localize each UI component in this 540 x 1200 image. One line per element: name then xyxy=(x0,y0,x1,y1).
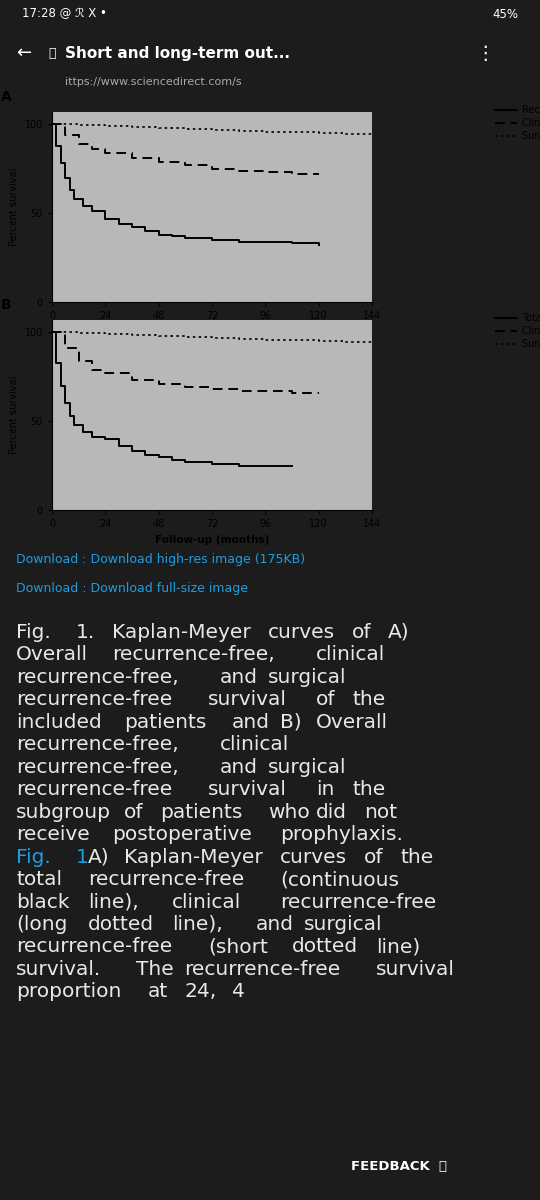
Text: of: of xyxy=(316,690,336,709)
Text: of: of xyxy=(352,623,372,642)
Text: recurrence-free: recurrence-free xyxy=(184,960,340,979)
Text: did: did xyxy=(316,803,347,822)
Text: and: and xyxy=(256,914,294,934)
Text: Fig.: Fig. xyxy=(16,847,51,866)
Text: line): line) xyxy=(376,937,421,956)
Text: 1: 1 xyxy=(76,847,89,866)
Text: in: in xyxy=(316,780,335,799)
Text: included: included xyxy=(16,713,102,732)
Text: and: and xyxy=(220,757,258,776)
Text: of: of xyxy=(364,847,384,866)
Text: Fig.: Fig. xyxy=(16,623,51,642)
Text: 24,: 24, xyxy=(184,983,217,1001)
Text: survival: survival xyxy=(208,780,287,799)
Text: The: The xyxy=(136,960,174,979)
Text: A): A) xyxy=(388,623,410,642)
Text: black: black xyxy=(16,893,70,912)
Text: 1.: 1. xyxy=(76,623,96,642)
Text: not: not xyxy=(364,803,397,822)
Text: and: and xyxy=(220,667,258,686)
Text: (long: (long xyxy=(16,914,68,934)
Y-axis label: Percent survival: Percent survival xyxy=(9,376,19,454)
Text: of: of xyxy=(124,803,144,822)
Text: recurrence-free,: recurrence-free, xyxy=(16,757,179,776)
Text: the: the xyxy=(352,690,386,709)
Text: ←: ← xyxy=(16,44,31,62)
Text: clinical: clinical xyxy=(220,736,289,754)
Text: receive: receive xyxy=(16,826,90,844)
Text: (short: (short xyxy=(208,937,268,956)
Text: line),: line), xyxy=(88,893,139,912)
Text: recurrence-free,: recurrence-free, xyxy=(112,646,275,665)
Text: surgical: surgical xyxy=(268,667,347,686)
Text: surgical: surgical xyxy=(304,914,383,934)
Legend: Recurrence, Clinical recurrence, Surgical recurrence: Recurrence, Clinical recurrence, Surgica… xyxy=(496,106,540,142)
Text: Download : Download high-res image (175KB): Download : Download high-res image (175K… xyxy=(16,552,305,565)
Text: Kaplan-Meyer: Kaplan-Meyer xyxy=(112,623,251,642)
Text: proportion: proportion xyxy=(16,983,122,1001)
Legend: Total recurrence, Clinical recurrence, Surgical recurrence: Total recurrence, Clinical recurrence, S… xyxy=(496,313,540,349)
Y-axis label: Percent survival: Percent survival xyxy=(9,168,19,246)
Text: Download : Download full-size image: Download : Download full-size image xyxy=(16,582,248,595)
Text: ⋮: ⋮ xyxy=(475,43,495,62)
Text: patients: patients xyxy=(124,713,207,732)
Text: dotted: dotted xyxy=(292,937,359,956)
Text: 🔒: 🔒 xyxy=(49,47,56,60)
Text: FEEDBACK  💬: FEEDBACK 💬 xyxy=(351,1160,447,1174)
Text: Short and long-term out...: Short and long-term out... xyxy=(65,46,290,61)
Text: recurrence-free: recurrence-free xyxy=(16,690,172,709)
Text: line),: line), xyxy=(172,914,223,934)
Text: recurrence-free,: recurrence-free, xyxy=(16,667,179,686)
Text: recurrence-free: recurrence-free xyxy=(16,937,172,956)
Text: prophylaxis.: prophylaxis. xyxy=(280,826,403,844)
Text: B: B xyxy=(1,298,11,312)
Text: patients: patients xyxy=(160,803,242,822)
Text: subgroup: subgroup xyxy=(16,803,111,822)
X-axis label: Follow-up (months): Follow-up (months) xyxy=(155,534,269,545)
Text: 17:28 @ ℛ X •: 17:28 @ ℛ X • xyxy=(22,7,106,20)
Text: total: total xyxy=(16,870,62,889)
Text: curves: curves xyxy=(280,847,347,866)
Text: recurrence-free: recurrence-free xyxy=(280,893,436,912)
Text: clinical: clinical xyxy=(316,646,386,665)
Text: clinical: clinical xyxy=(172,893,241,912)
Text: B): B) xyxy=(280,713,302,732)
Text: the: the xyxy=(352,780,386,799)
Text: dotted: dotted xyxy=(88,914,154,934)
Text: and: and xyxy=(232,713,270,732)
Text: recurrence-free: recurrence-free xyxy=(16,780,172,799)
Text: Kaplan-Meyer: Kaplan-Meyer xyxy=(124,847,263,866)
Text: recurrence-free: recurrence-free xyxy=(88,870,245,889)
Text: at: at xyxy=(148,983,168,1001)
Text: Overall: Overall xyxy=(316,713,388,732)
Text: who: who xyxy=(268,803,310,822)
Text: Overall: Overall xyxy=(16,646,88,665)
Text: surgical: surgical xyxy=(268,757,347,776)
Text: survival: survival xyxy=(208,690,287,709)
X-axis label: Follow-up (months): Follow-up (months) xyxy=(155,326,269,336)
Text: ittps://www.sciencedirect.com/s: ittps://www.sciencedirect.com/s xyxy=(65,77,241,86)
Text: survival.: survival. xyxy=(16,960,102,979)
Text: the: the xyxy=(400,847,434,866)
Text: 4: 4 xyxy=(232,983,245,1001)
Text: (continuous: (continuous xyxy=(280,870,399,889)
Text: postoperative: postoperative xyxy=(112,826,252,844)
Text: survival: survival xyxy=(376,960,455,979)
Text: 45%: 45% xyxy=(492,7,518,20)
Text: A): A) xyxy=(88,847,110,866)
Text: A: A xyxy=(1,90,11,103)
Text: recurrence-free,: recurrence-free, xyxy=(16,736,179,754)
Text: curves: curves xyxy=(268,623,335,642)
